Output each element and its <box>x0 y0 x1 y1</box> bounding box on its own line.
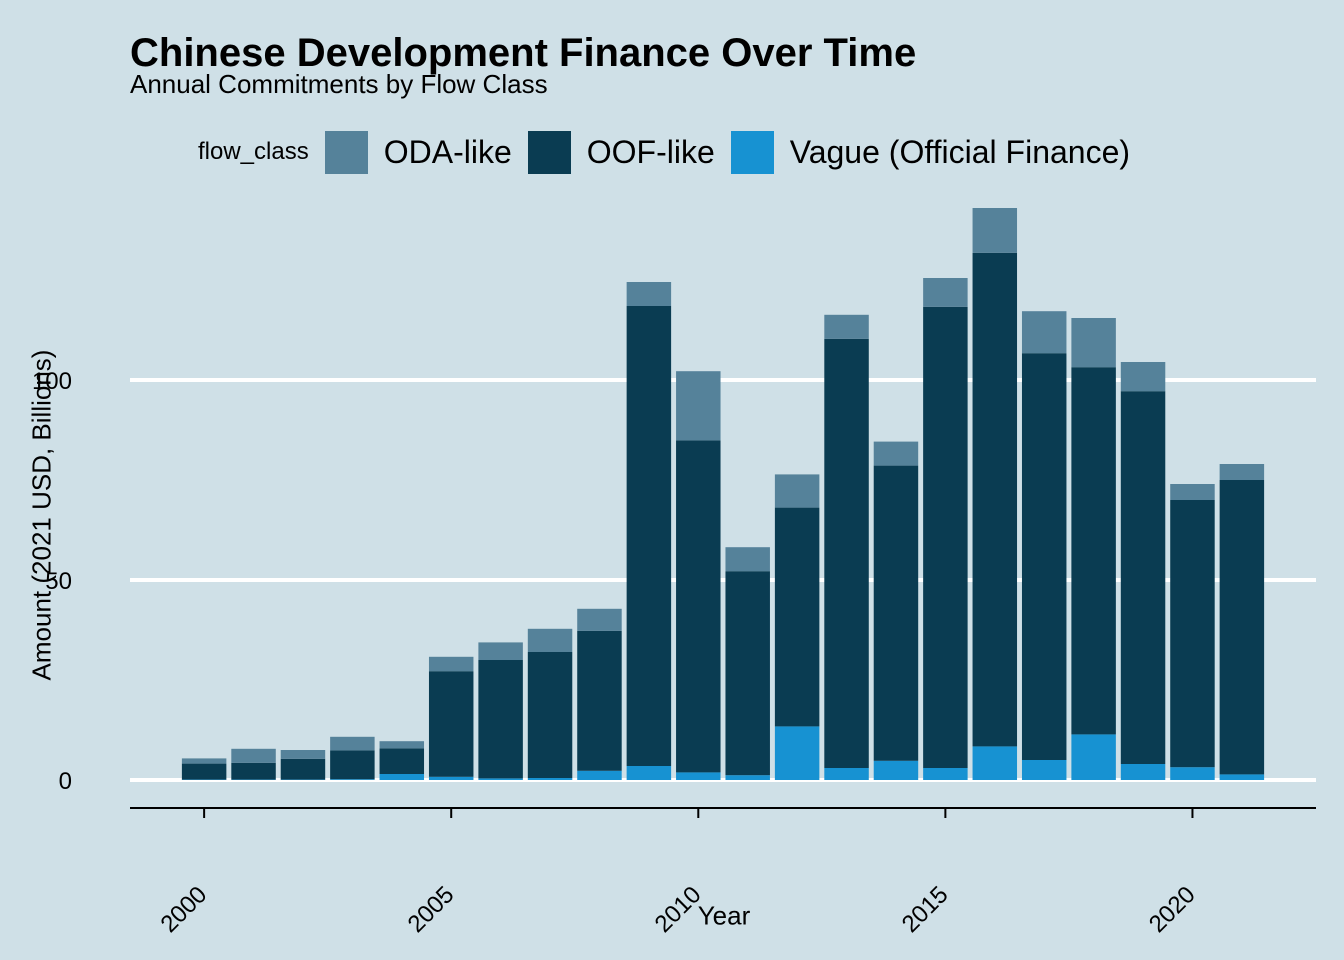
y-axis-title: Amount (2021 USD, Billions) <box>26 349 57 681</box>
bar-2004-vague-official-finance- <box>379 774 425 780</box>
bar-2019-vague-official-finance- <box>1120 764 1166 780</box>
bar-2006-vague-official-finance- <box>478 778 523 780</box>
bar-2006-oof-like <box>478 660 523 779</box>
legend-key-oda-like <box>324 130 368 174</box>
bar-2000-oda-like <box>181 758 227 764</box>
bar-2021-oof-like <box>1219 480 1265 775</box>
bar-2014-oof-like <box>873 465 919 761</box>
legend-item-vague: Vague (Official Finance) <box>730 130 1131 174</box>
bar-2000-oof-like <box>181 763 227 780</box>
chart-title: Chinese Development Finance Over Time <box>130 31 917 75</box>
bar-2006-oda-like <box>478 642 523 660</box>
bar-2016-oof-like <box>972 252 1018 747</box>
bar-2003-oof-like <box>330 750 375 780</box>
bar-2012-oda-like <box>774 474 820 508</box>
bar-2017-vague-official-finance- <box>1021 760 1067 780</box>
y-tick-label-100: 100 <box>32 368 72 395</box>
x-tick-label-2020: 2020 <box>1144 881 1201 938</box>
bars <box>181 208 1265 780</box>
bar-2011-vague-official-finance- <box>725 775 770 780</box>
bar-2013-oof-like <box>824 338 869 768</box>
bar-2018-oof-like <box>1071 367 1116 735</box>
bar-2001-oof-like <box>231 762 276 780</box>
bar-2016-oda-like <box>972 208 1018 253</box>
bar-2008-vague-official-finance- <box>577 770 622 780</box>
bar-2020-oda-like <box>1170 484 1215 500</box>
bar-2011-oof-like <box>725 571 770 776</box>
bar-2003-vague-official-finance- <box>330 779 375 780</box>
y-tick-label-50: 50 <box>45 568 72 595</box>
bar-2010-oof-like <box>676 440 721 773</box>
bar-2019-oda-like <box>1120 362 1166 392</box>
bar-2018-vague-official-finance- <box>1071 734 1116 780</box>
legend-item-oda-like: ODA-like <box>324 130 512 174</box>
bar-2015-vague-official-finance- <box>923 768 968 780</box>
bar-2002-oof-like <box>280 758 326 780</box>
bar-2014-oda-like <box>873 441 919 466</box>
legend-key-oof-like <box>527 130 571 174</box>
bar-2007-vague-official-finance- <box>527 778 573 780</box>
bar-2019-oof-like <box>1120 391 1166 764</box>
x-tick-label-2005: 2005 <box>403 881 460 938</box>
legend-label-vague: Vague (Official Finance) <box>789 133 1131 170</box>
legend: flow_class ODA-like OOF-like Vague (Offi… <box>198 130 1146 174</box>
bar-2003-oda-like <box>330 736 375 751</box>
bar-2021-oda-like <box>1219 464 1265 480</box>
bar-2005-oda-like <box>428 656 474 672</box>
legend-item-oof-like: OOF-like <box>527 130 715 174</box>
bar-2010-vague-official-finance- <box>676 772 721 780</box>
bar-2009-oda-like <box>626 282 672 306</box>
bar-2012-oof-like <box>774 507 820 727</box>
chart-subtitle: Annual Commitments by Flow Class <box>130 69 548 99</box>
x-axis-title: Year <box>697 900 751 931</box>
bar-2013-oda-like <box>824 314 869 339</box>
bar-2009-vague-official-finance- <box>626 766 672 780</box>
bar-2007-oof-like <box>527 652 573 778</box>
bar-2005-vague-official-finance- <box>428 776 474 780</box>
legend-key-vague <box>730 130 774 174</box>
bar-2020-oof-like <box>1170 500 1215 768</box>
x-tick-label-2000: 2000 <box>156 881 213 938</box>
legend-label-oof-like: OOF-like <box>586 133 715 170</box>
bar-2017-oof-like <box>1021 353 1067 760</box>
bar-2020-vague-official-finance- <box>1170 767 1215 780</box>
bar-2009-oof-like <box>626 306 672 766</box>
bar-2001-oda-like <box>231 748 276 763</box>
bar-2011-oda-like <box>725 547 770 572</box>
x-tick-label-2015: 2015 <box>897 881 954 938</box>
bar-2015-oda-like <box>923 278 968 307</box>
bar-2017-oda-like <box>1021 311 1067 354</box>
bar-2021-vague-official-finance- <box>1219 774 1265 780</box>
bar-2010-oda-like <box>676 371 721 441</box>
bar-2008-oda-like <box>577 608 622 631</box>
bar-2004-oof-like <box>379 748 425 774</box>
y-tick-label-0: 0 <box>59 768 72 795</box>
bar-2016-vague-official-finance- <box>972 746 1018 780</box>
bar-2018-oda-like <box>1071 318 1116 368</box>
bar-2014-vague-official-finance- <box>873 760 919 780</box>
bar-2007-oda-like <box>527 628 573 652</box>
bar-2013-vague-official-finance- <box>824 768 869 780</box>
legend-title: flow_class <box>198 138 309 165</box>
legend-label-oda-like: ODA-like <box>383 133 512 170</box>
bar-2004-oda-like <box>379 741 425 749</box>
gridlines <box>130 378 1316 782</box>
bar-2012-vague-official-finance- <box>774 726 820 780</box>
bar-2002-oda-like <box>280 750 326 759</box>
bar-2008-oof-like <box>577 630 622 771</box>
bar-2015-oof-like <box>923 306 968 768</box>
bar-2005-oof-like <box>428 671 474 777</box>
